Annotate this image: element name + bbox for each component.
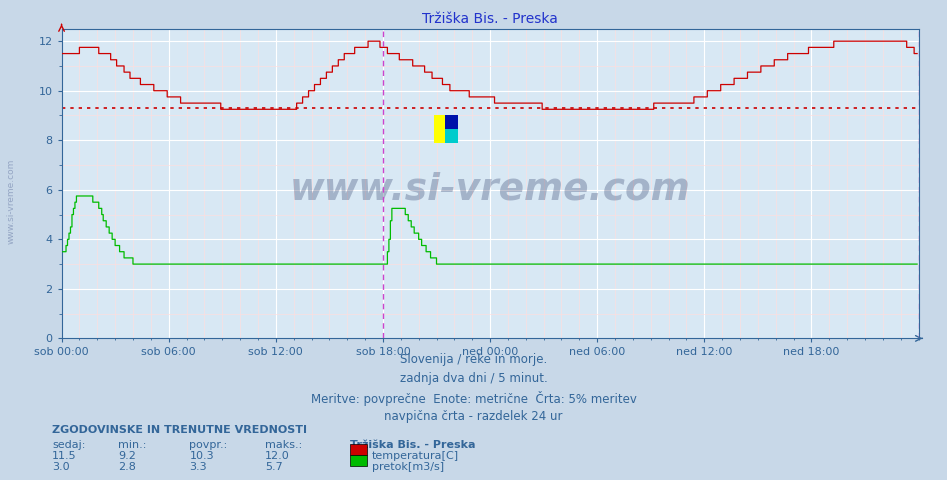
Polygon shape	[445, 116, 458, 130]
Text: zadnja dva dni / 5 minut.: zadnja dva dni / 5 minut.	[400, 372, 547, 385]
Text: navpična črta - razdelek 24 ur: navpična črta - razdelek 24 ur	[384, 410, 563, 423]
Text: 12.0: 12.0	[265, 451, 290, 461]
Text: sedaj:: sedaj:	[52, 440, 85, 450]
Text: 5.7: 5.7	[265, 462, 283, 472]
Text: Meritve: povprečne  Enote: metrične  Črta: 5% meritev: Meritve: povprečne Enote: metrične Črta:…	[311, 391, 636, 406]
Title: Tržiška Bis. - Preska: Tržiška Bis. - Preska	[422, 12, 558, 26]
Text: 11.5: 11.5	[52, 451, 77, 461]
Text: 10.3: 10.3	[189, 451, 214, 461]
Text: 9.2: 9.2	[118, 451, 136, 461]
Polygon shape	[445, 130, 458, 144]
Text: www.si-vreme.com: www.si-vreme.com	[290, 172, 690, 208]
Text: Slovenija / reke in morje.: Slovenija / reke in morje.	[400, 353, 547, 366]
Text: maks.:: maks.:	[265, 440, 302, 450]
Text: povpr.:: povpr.:	[189, 440, 227, 450]
Text: Tržiška Bis. - Preska: Tržiška Bis. - Preska	[350, 440, 476, 450]
Text: 2.8: 2.8	[118, 462, 136, 472]
Text: ZGODOVINSKE IN TRENUTNE VREDNOSTI: ZGODOVINSKE IN TRENUTNE VREDNOSTI	[52, 425, 307, 435]
Text: www.si-vreme.com: www.si-vreme.com	[7, 159, 16, 244]
Text: 3.3: 3.3	[189, 462, 207, 472]
Text: temperatura[C]: temperatura[C]	[372, 451, 459, 461]
Text: 3.0: 3.0	[52, 462, 70, 472]
Polygon shape	[435, 116, 448, 144]
Text: min.:: min.:	[118, 440, 147, 450]
Text: pretok[m3/s]: pretok[m3/s]	[372, 462, 444, 472]
